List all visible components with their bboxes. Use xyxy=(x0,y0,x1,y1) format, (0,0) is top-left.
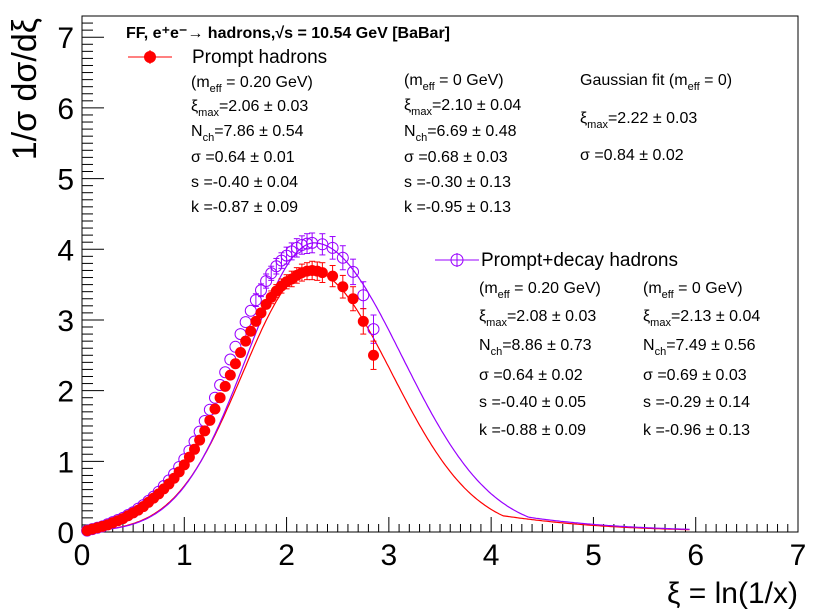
x-tick-label: 6 xyxy=(687,539,704,572)
y-tick-labels: 0 1 2 3 4 5 6 7 xyxy=(57,22,74,550)
y-tick-label: 3 xyxy=(57,305,74,338)
prompt-decay-point xyxy=(306,236,319,249)
prompt-col2-s: s =-0.30 ± 0.13 xyxy=(404,174,511,191)
prompt-point xyxy=(224,369,236,381)
pd-col2-header: (meff = 0 GeV) xyxy=(643,280,743,301)
prompt-decay-params-col1: (meff = 0.20 GeV) ξmax=2.08 ± 0.03 Nch=8… xyxy=(479,280,601,439)
y-tick-label: 1 xyxy=(57,446,74,479)
pd-col2-ximax: ξmax=2.13 ± 0.04 xyxy=(643,308,760,329)
pd-col2-s: s =-0.29 ± 0.14 xyxy=(643,394,750,411)
prompt-point xyxy=(255,307,267,319)
prompt-point xyxy=(250,315,262,327)
chart-title: FF, e⁺e⁻→ hadrons,√s = 10.54 GeV [BaBar] xyxy=(126,25,450,42)
pd-col1-ximax: ξmax=2.08 ± 0.03 xyxy=(479,308,596,329)
legend-prompt-decay-label: Prompt+decay hadrons xyxy=(481,250,678,271)
fit-curve-prompt xyxy=(81,269,690,532)
pd-col1-nch: Nch=8.86 ± 0.73 xyxy=(479,337,592,358)
legend-prompt-marker xyxy=(144,51,156,63)
x-tick-label: 0 xyxy=(74,539,91,572)
prompt-point xyxy=(194,434,206,446)
x-tick-label: 2 xyxy=(278,539,295,572)
pd-col2-sigma: σ =0.69 ± 0.03 xyxy=(643,367,747,384)
legend-prompt: Prompt hadrons xyxy=(128,47,327,68)
pd-col2-nch: Nch=7.49 ± 0.56 xyxy=(643,337,756,358)
prompt-decay-point xyxy=(249,294,262,307)
pd-col1-s: s =-0.40 ± 0.05 xyxy=(479,394,586,411)
gaussian-header: Gaussian fit (meff = 0) xyxy=(580,72,732,93)
x-tick-label: 1 xyxy=(176,539,193,572)
prompt-col1-header: (meff = 0.20 GeV) xyxy=(191,74,313,95)
prompt-point xyxy=(347,293,359,305)
legend-prompt-label: Prompt hadrons xyxy=(192,47,327,68)
pd-col2-k: k =-0.96 ± 0.13 xyxy=(643,422,750,439)
prompt-point xyxy=(209,403,221,415)
x-tick-labels: 0 1 2 3 4 5 6 7 xyxy=(74,539,807,572)
legend-prompt-decay-marker xyxy=(450,253,464,267)
prompt-point xyxy=(199,425,211,437)
y-tick-label: 6 xyxy=(57,93,74,126)
prompt-point xyxy=(214,392,226,404)
prompt-point xyxy=(357,315,369,327)
prompt-decay-point xyxy=(367,323,380,336)
axis-ticks xyxy=(81,15,799,533)
prompt-col2-ximax: ξmax=2.10 ± 0.04 xyxy=(404,97,521,118)
x-tick-label: 7 xyxy=(790,539,807,572)
prompt-col1-sigma: σ =0.64 ± 0.01 xyxy=(191,149,295,166)
x-tick-label: 3 xyxy=(381,539,398,572)
pd-col1-k: k =-0.88 ± 0.09 xyxy=(479,422,586,439)
series-prompt xyxy=(81,260,380,537)
legend-prompt-decay: Prompt+decay hadrons xyxy=(435,250,678,271)
x-tick-label: 5 xyxy=(585,539,602,572)
pd-col1-header: (meff = 0.20 GeV) xyxy=(479,280,601,301)
prompt-point xyxy=(178,459,190,471)
y-tick-label: 2 xyxy=(57,376,74,409)
prompt-params-col1: (meff = 0.20 GeV) ξmax=2.06 ± 0.03 Nch=7… xyxy=(191,74,313,216)
prompt-col1-nch: Nch=7.86 ± 0.54 xyxy=(191,123,304,144)
prompt-decay-params-col2: (meff = 0 GeV) ξmax=2.13 ± 0.04 Nch=7.49… xyxy=(643,280,760,439)
prompt-point xyxy=(368,349,380,361)
prompt-col2-header: (meff = 0 GeV) xyxy=(404,72,504,93)
prompt-decay-point xyxy=(255,284,267,297)
y-tick-label: 7 xyxy=(57,22,74,55)
prompt-point xyxy=(229,358,241,370)
prompt-col2-sigma: σ =0.68 ± 0.03 xyxy=(404,149,508,166)
prompt-col1-s: s =-0.40 ± 0.04 xyxy=(191,174,298,191)
prompt-decay-point xyxy=(326,241,339,254)
prompt-point xyxy=(189,443,201,455)
prompt-decay-point xyxy=(357,289,370,302)
fit-curve-prompt-decay xyxy=(81,242,690,532)
y-tick-label: 4 xyxy=(57,234,74,267)
prompt-col1-k: k =-0.87 ± 0.09 xyxy=(191,199,298,216)
gaussian-ximax: ξmax=2.22 ± 0.03 xyxy=(580,110,697,131)
y-tick-label: 0 xyxy=(57,517,74,550)
x-tick-label: 4 xyxy=(483,539,500,572)
prompt-col2-k: k =-0.95 ± 0.13 xyxy=(404,199,511,216)
prompt-point xyxy=(316,267,328,279)
prompt-point xyxy=(327,270,339,282)
x-axis-title: ξ = ln(1/x) xyxy=(667,577,798,609)
prompt-decay-point xyxy=(336,251,349,264)
prompt-col1-ximax: ξmax=2.06 ± 0.03 xyxy=(191,98,308,119)
prompt-point xyxy=(337,281,349,293)
pd-col1-sigma: σ =0.64 ± 0.02 xyxy=(479,367,583,384)
prompt-point xyxy=(183,451,195,463)
prompt-point xyxy=(245,325,257,337)
y-axis-title: 1/σ dσ/dξ xyxy=(6,18,44,160)
prompt-decay-point xyxy=(347,265,360,278)
prompt-point xyxy=(204,414,216,426)
prompt-col2-nch: Nch=6.69 ± 0.48 xyxy=(404,123,517,144)
prompt-params-gaussian: Gaussian fit (meff = 0) ξmax=2.22 ± 0.03… xyxy=(580,72,732,164)
fit-curves xyxy=(81,242,690,532)
prompt-point xyxy=(219,380,231,392)
prompt-point xyxy=(235,346,247,358)
y-tick-label: 5 xyxy=(57,164,74,197)
prompt-point xyxy=(240,335,252,347)
prompt-params-col2: (meff = 0 GeV) ξmax=2.10 ± 0.04 Nch=6.69… xyxy=(404,72,521,216)
gaussian-sigma: σ =0.84 ± 0.02 xyxy=(580,147,684,164)
